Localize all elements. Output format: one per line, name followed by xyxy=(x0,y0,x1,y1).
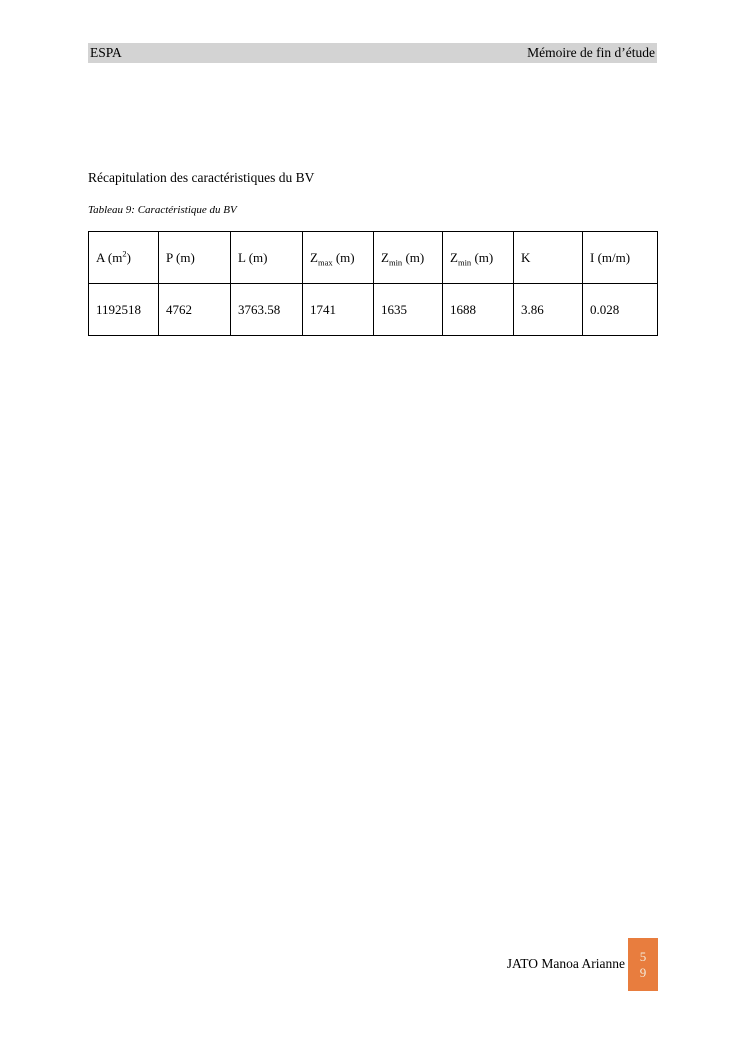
header-cell-sub: max xyxy=(317,257,333,268)
page-number-line1: 5 xyxy=(639,948,647,964)
data-cell-perimeter: 4762 xyxy=(158,283,231,336)
table-header-row: A (m2) P (m) L (m) Zmax (m) Zmin (m) Zmi… xyxy=(88,231,658,284)
data-cell-zmin-1: 1635 xyxy=(373,283,443,336)
page-header-bar: ESPA Mémoire de fin d’étude xyxy=(88,43,657,63)
header-cell-slope: I (m/m) xyxy=(582,231,658,284)
table-caption: Tableau 9: Caractéristique du BV xyxy=(88,204,237,216)
header-cell-text: L (m) xyxy=(238,249,268,265)
section-title: Récapitulation des caractéristiques du B… xyxy=(88,170,315,185)
footer-author-name: JATO Manoa Arianne xyxy=(506,956,625,971)
header-cell-length: L (m) xyxy=(230,231,303,284)
header-right-text: Mémoire de fin d’étude xyxy=(527,45,655,60)
table-data-row: 1192518 4762 3763.58 1741 1635 1688 3.86… xyxy=(88,283,658,336)
header-cell-text: Z xyxy=(310,249,318,265)
header-cell-text: I (m/m) xyxy=(590,249,631,265)
characteristics-table: A (m2) P (m) L (m) Zmax (m) Zmin (m) Zmi… xyxy=(88,231,658,336)
header-cell-text: P (m) xyxy=(166,249,195,265)
header-cell-text: A (m xyxy=(96,249,123,265)
header-cell-zmin-1: Zmin (m) xyxy=(373,231,443,284)
header-cell-sub: min xyxy=(457,257,472,268)
header-cell-text: (m) xyxy=(402,249,425,265)
header-cell-text: (m) xyxy=(332,249,355,265)
header-cell-text: (m) xyxy=(471,249,494,265)
header-cell-sup: 2 xyxy=(122,248,127,259)
header-cell-perimeter: P (m) xyxy=(158,231,231,284)
page-number-tab: 5 9 xyxy=(628,938,658,991)
header-cell-text: ) xyxy=(126,249,131,265)
header-cell-zmin-2: Zmin (m) xyxy=(442,231,514,284)
header-cell-text: Z xyxy=(381,249,389,265)
header-cell-text: Z xyxy=(450,249,458,265)
header-left-text: ESPA xyxy=(90,45,122,60)
header-cell-k: K xyxy=(513,231,583,284)
header-cell-zmax: Zmax (m) xyxy=(302,231,374,284)
header-cell-sub: min xyxy=(388,257,403,268)
data-cell-zmax: 1741 xyxy=(302,283,374,336)
data-cell-zmin-2: 1688 xyxy=(442,283,514,336)
data-cell-slope: 0.028 xyxy=(582,283,658,336)
page-number-line2: 9 xyxy=(639,964,647,980)
data-cell-area: 1192518 xyxy=(88,283,159,336)
header-cell-text: K xyxy=(521,249,531,265)
data-cell-k: 3.86 xyxy=(513,283,583,336)
header-cell-area: A (m2) xyxy=(88,231,159,284)
data-cell-length: 3763.58 xyxy=(230,283,303,336)
